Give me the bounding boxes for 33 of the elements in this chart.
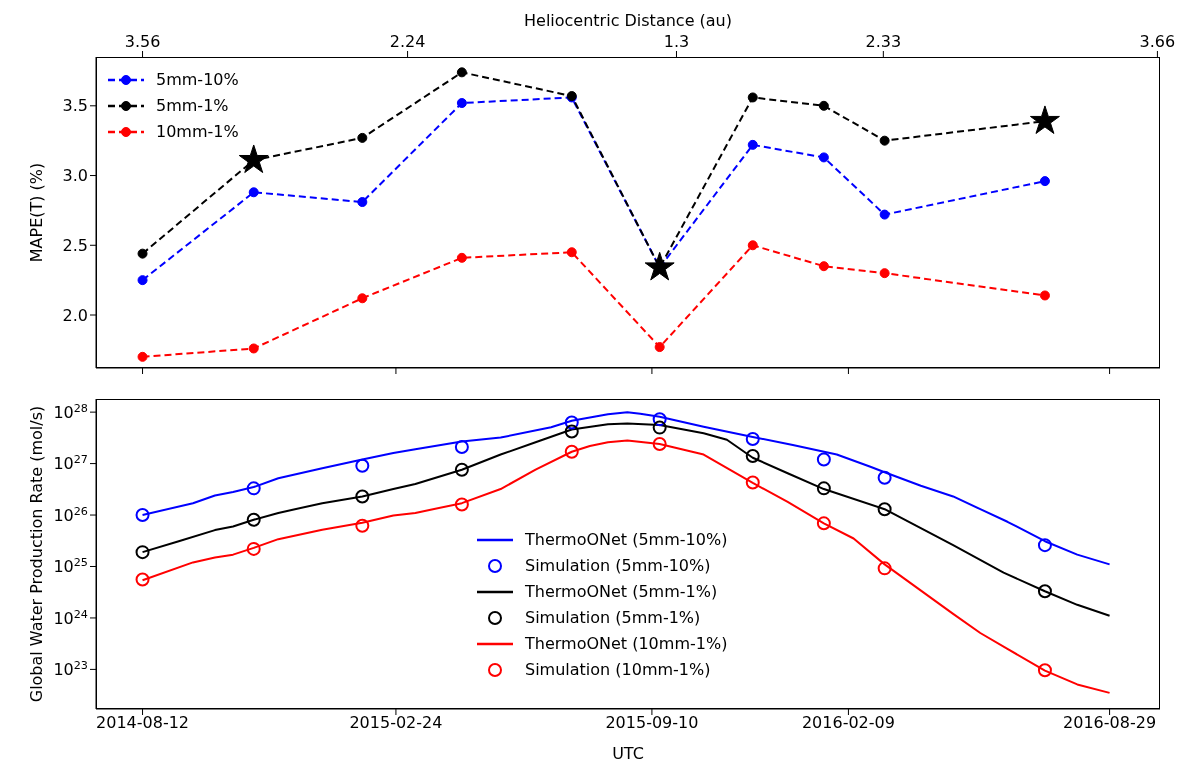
legend-label: 5mm-1% — [156, 95, 229, 117]
y-tick-label: 10$^{28}$ — [53, 401, 88, 422]
y-tick-label: 3.5 — [62, 96, 88, 116]
y-tick-label: 2.5 — [62, 235, 88, 255]
x2-tick-label: 1.3 — [663, 32, 690, 51]
legend-label: Simulation (5mm-1%) — [525, 607, 701, 629]
x-tick-label: 2015-02-24 — [349, 713, 443, 733]
x2-tick-label: 3.66 — [1139, 32, 1176, 51]
x-tick-label: 2014-08-12 — [96, 713, 190, 733]
legend-label: Simulation (10mm-1%) — [525, 659, 711, 681]
legend-label: ThermoONet (5mm-1%) — [525, 581, 718, 603]
x2-tick-label: 2.33 — [865, 32, 902, 51]
x-tick-label: 2015-09-10 — [605, 713, 699, 733]
y-tick-label: 10$^{27}$ — [53, 452, 88, 474]
x-axis-title: UTC — [612, 744, 644, 763]
y-tick-label: 2.0 — [62, 305, 88, 325]
legend-label: ThermoONet (5mm-10%) — [525, 529, 728, 551]
y-axis-title: MAPE(T) (%) — [26, 162, 46, 263]
x-tick-label: 2016-08-29 — [1063, 713, 1157, 733]
x2-tick-label: 3.56 — [124, 32, 161, 51]
x2-axis-title: Heliocentric Distance (au) — [524, 11, 732, 30]
x-tick-label: 2016-02-09 — [801, 713, 895, 733]
y-tick-label: 10$^{24}$ — [53, 607, 88, 628]
legend-label: 5mm-10% — [156, 69, 239, 91]
y-tick-label: 10$^{26}$ — [53, 504, 88, 525]
legend-label: Simulation (5mm-10%) — [525, 555, 711, 577]
x2-tick-label: 2.24 — [389, 32, 426, 51]
y-tick-label: 10$^{23}$ — [53, 658, 88, 680]
y-axis-title: Global Water Production Rate (mol/s) — [26, 405, 46, 703]
y-tick-label: 10$^{25}$ — [53, 555, 88, 577]
legend-label: ThermoONet (10mm-1%) — [525, 633, 728, 655]
legend-label: 10mm-1% — [156, 121, 239, 143]
y-tick-label: 3.0 — [62, 166, 88, 186]
